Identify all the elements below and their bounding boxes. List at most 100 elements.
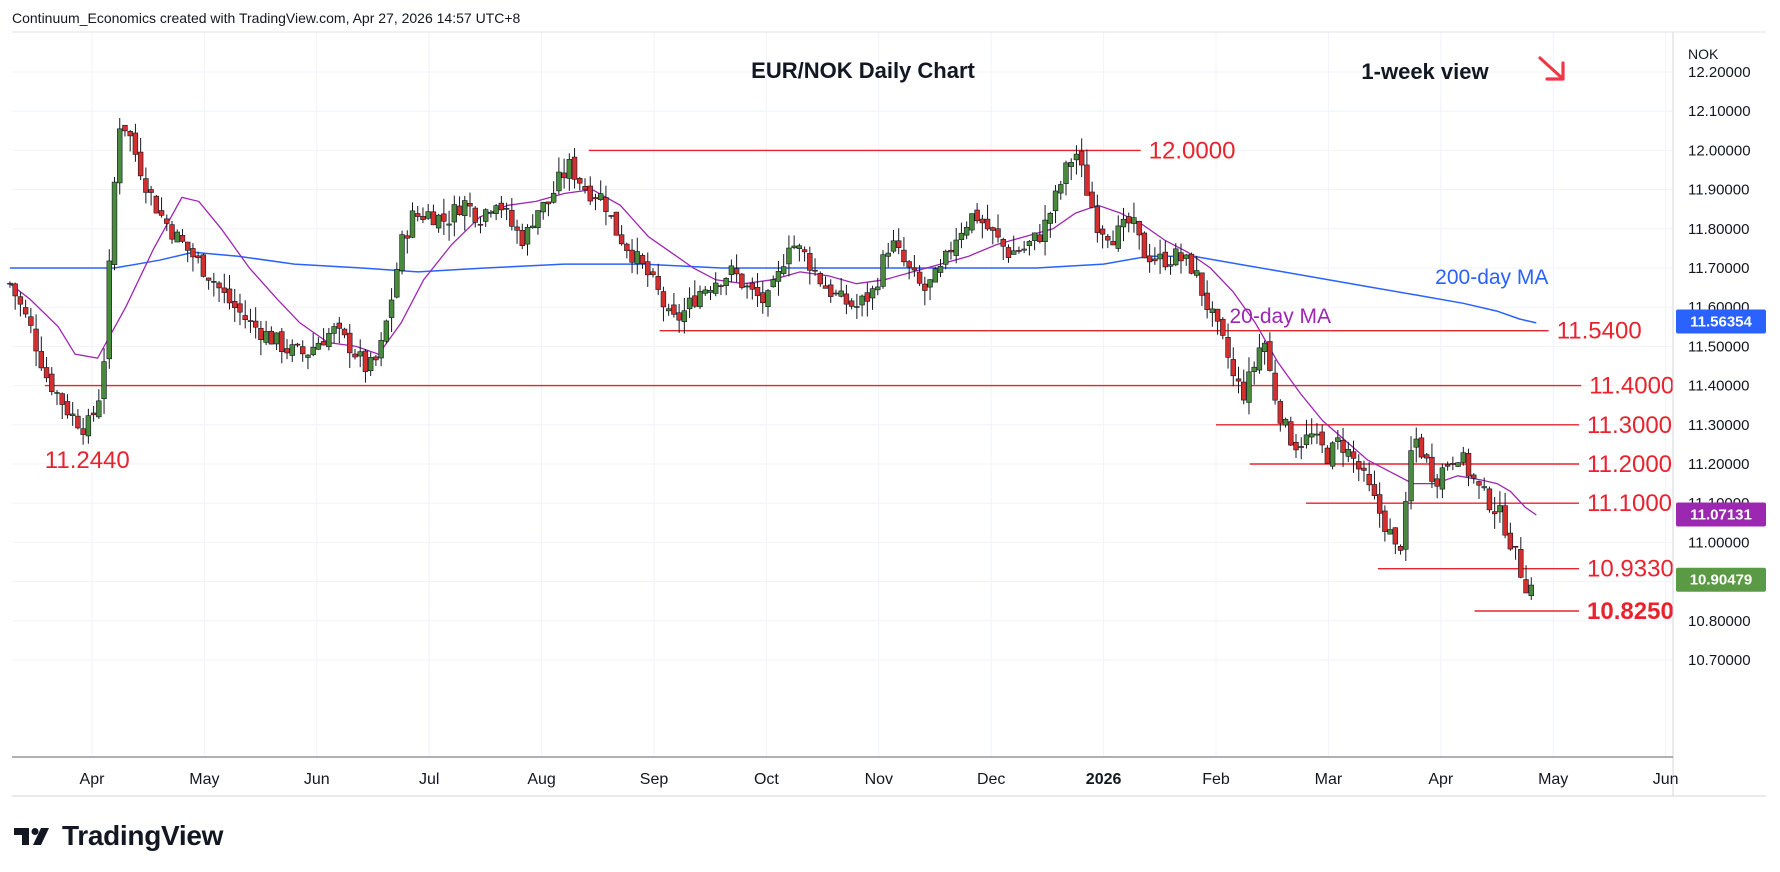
candle-body-down: [660, 291, 667, 308]
candle-body-up: [1157, 253, 1163, 260]
candle-body-down: [467, 203, 473, 207]
candle-body-up: [1042, 219, 1048, 242]
candle-body-down: [519, 229, 525, 246]
candle-body-down: [822, 285, 829, 289]
candle-body-down: [1141, 232, 1148, 259]
candle-body-up: [953, 239, 959, 256]
time-tick-label: 2026: [1086, 771, 1122, 788]
price-tick-label: 11.40000: [1688, 378, 1749, 395]
candle-body-down: [1434, 478, 1440, 487]
candle-body-up: [1183, 254, 1189, 259]
candle-body-up: [702, 289, 708, 294]
candle-body-down: [995, 228, 1001, 238]
candle-body-down: [1366, 473, 1372, 486]
candle-body-up: [786, 247, 792, 265]
level-label: 11.2000: [1587, 451, 1672, 478]
candle-body-up: [106, 260, 112, 360]
candle-body-down: [1319, 431, 1325, 446]
candle-body-down: [1225, 336, 1231, 358]
candle-body-down: [843, 293, 850, 305]
candle-body-down: [17, 296, 24, 305]
candle-body-down: [211, 281, 217, 283]
candle-body-up: [875, 286, 881, 291]
candle-body-down: [205, 277, 212, 281]
candle-body-up: [1329, 442, 1336, 467]
candle-body-up: [446, 223, 452, 226]
candle-body-up: [273, 332, 280, 345]
candle-body-down: [164, 218, 170, 224]
candle-body-up: [1261, 342, 1268, 352]
candle-body-up: [958, 232, 965, 240]
candle-body-up: [388, 299, 395, 318]
level-label: 11.5400: [1557, 318, 1642, 345]
candle-body-down: [1371, 484, 1378, 496]
candle-body-down: [90, 412, 97, 416]
candle-body-down: [1382, 510, 1388, 532]
candle-body-down: [587, 185, 593, 202]
candle-body-up: [1073, 153, 1080, 161]
chart-subtitle: 1-week view: [1361, 59, 1489, 84]
candle-body-up: [493, 205, 499, 214]
candle-body-down: [1491, 511, 1498, 515]
candle-body-down: [1471, 474, 1477, 479]
price-tick-label: 11.50000: [1688, 338, 1749, 355]
candle-body-up: [854, 306, 860, 308]
candle-body-up: [927, 279, 933, 288]
candle-body-down: [603, 197, 609, 212]
candle-body-up: [869, 288, 876, 299]
candle-body-up: [1167, 264, 1174, 267]
candle-body-up: [791, 245, 797, 249]
candle-body-down: [1444, 464, 1451, 467]
candle-body-down: [200, 254, 207, 277]
candle-body-down: [911, 267, 918, 271]
candle-body-down: [639, 255, 646, 264]
candle-body-down: [179, 234, 186, 242]
candle-body-down: [43, 367, 50, 379]
candle-body-down: [613, 211, 620, 236]
candle-body-down: [974, 209, 980, 222]
candle-body-down: [655, 275, 661, 290]
candle-body-down: [624, 243, 630, 251]
candle-body-down: [258, 327, 264, 341]
level-label: 12.0000: [1149, 137, 1236, 164]
candle-body-up: [1251, 366, 1257, 372]
candle-body-down: [420, 216, 426, 220]
candle-body-down: [1450, 463, 1456, 465]
candle-body-down: [64, 401, 71, 416]
candle-body-down: [169, 224, 175, 240]
candle-body-up: [932, 268, 938, 283]
candle-body-down: [294, 343, 301, 346]
candle-body-down: [477, 223, 484, 226]
level-label: 11.1000: [1587, 490, 1672, 517]
candle-body-up: [723, 278, 729, 287]
candle-body-up: [838, 290, 844, 297]
candle-body-down: [749, 282, 756, 290]
candle-body-down: [1005, 247, 1012, 258]
time-tick-label: May: [1538, 771, 1568, 788]
level-label: 11.4000: [1589, 373, 1674, 400]
time-tick-label: Mar: [1315, 771, 1343, 788]
price-tick-label: 11.20000: [1688, 456, 1749, 473]
candle-body-down: [645, 261, 651, 276]
candle-body-up: [263, 331, 269, 343]
chart-canvas[interactable]: 12.0000 11.5400 11.4000 11.3000 11.2000 11.10…: [0, 0, 1780, 800]
candle-body-up: [54, 392, 60, 394]
level-label: 10.9330: [1587, 556, 1674, 583]
candle-body-down: [1392, 527, 1399, 545]
candle-body-down: [216, 282, 222, 289]
candle-body-down: [415, 213, 421, 217]
candle-body-down: [347, 332, 353, 354]
candle-body-down: [1037, 234, 1043, 242]
candle-body-down: [817, 272, 823, 285]
candle-body-down: [650, 271, 656, 275]
candle-body-up: [681, 310, 688, 323]
time-axis-ticks[interactable]: Apr May Jun Jul Aug Sep Oct Nov Dec 2026 Feb Mar Apr…: [80, 771, 1679, 788]
candle-body-down: [373, 356, 379, 361]
tradingview-logo[interactable]: TradingView: [14, 820, 223, 852]
candle-body-down: [1235, 378, 1242, 382]
price-tag-value: 11.56354: [1690, 314, 1752, 331]
candle-body-down: [1293, 441, 1299, 451]
candle-body-down: [1099, 228, 1106, 235]
level-label: 10.8250: [1587, 598, 1674, 625]
candle-body-down: [284, 348, 290, 354]
